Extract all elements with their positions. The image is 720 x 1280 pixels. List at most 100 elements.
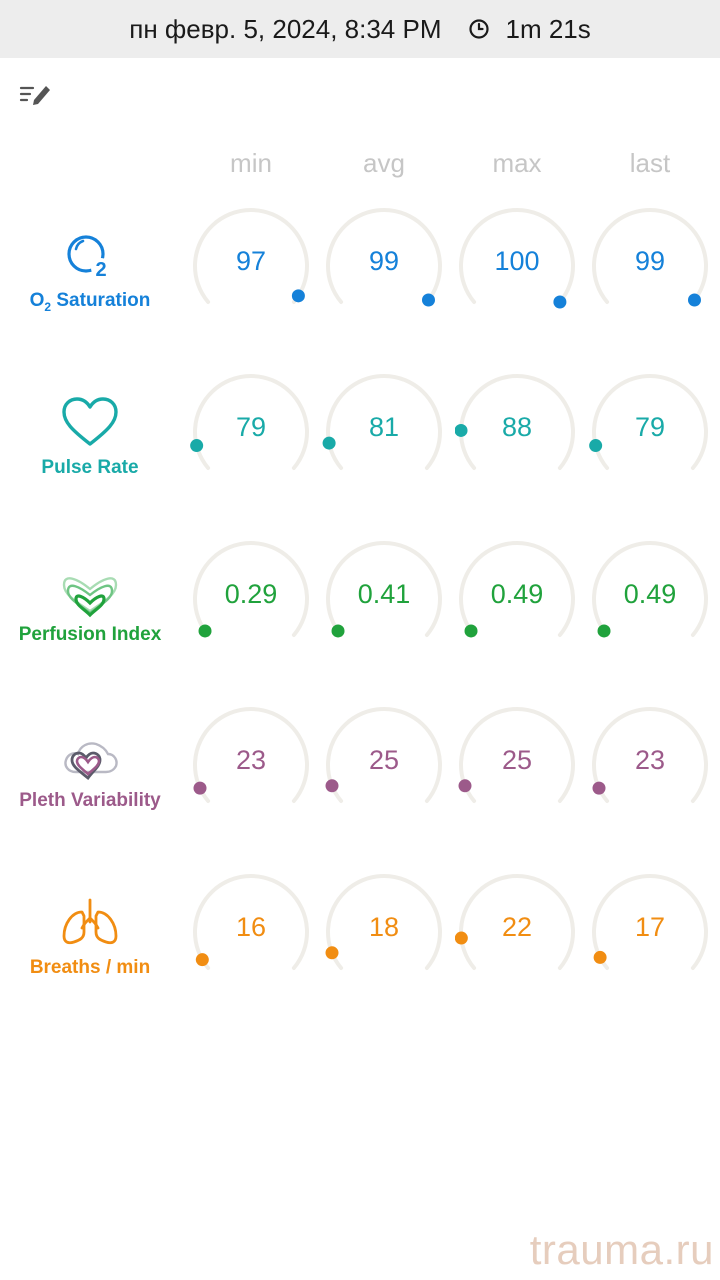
gauge-rr-avg: 18 <box>322 870 446 994</box>
gauge-spo2-max: 100 <box>455 204 579 328</box>
lungs-icon <box>58 892 122 956</box>
gauge-pi-max: 0.49 <box>455 537 579 661</box>
session-datetime: пн февр. 5, 2024, 8:34 PM <box>129 13 442 44</box>
gauge-arc <box>326 208 442 307</box>
gauge-arc <box>325 707 442 803</box>
gauge-indicator-dot <box>198 624 212 638</box>
metric-label-pr: Pulse Rate <box>41 457 139 478</box>
session-duration: 1m 21s <box>505 13 591 44</box>
gauge-indicator-dot <box>190 439 204 453</box>
gauge-indicator-dot <box>593 950 607 964</box>
gauge-arc <box>592 874 708 970</box>
column-header-avg: avg <box>363 148 405 178</box>
gauge-indicator-dot <box>331 624 345 638</box>
gauge-indicator-dot <box>455 931 468 945</box>
metric-label-rr: Breaths / min <box>29 957 151 978</box>
gauge-arc <box>592 208 708 307</box>
gauge-arc <box>459 541 575 638</box>
gauge-pvi-min: 23 <box>189 703 313 827</box>
gauge-pr-min: 79 <box>189 370 313 494</box>
gauge-value: 22 <box>501 912 533 942</box>
gauge-spo2-avg: 99 <box>322 204 446 328</box>
gauge-value: 99 <box>368 246 400 276</box>
gauge-arc <box>322 374 442 470</box>
gauge-value: 97 <box>235 246 267 276</box>
column-header-last: last <box>629 148 671 178</box>
gauge-arc <box>193 707 309 803</box>
gauge-arc <box>589 374 708 470</box>
gauge-indicator-dot <box>458 779 472 793</box>
gauge-value: 23 <box>235 745 267 775</box>
gauge-value: 16 <box>235 912 267 942</box>
gauge-rr-max: 22 <box>455 870 579 994</box>
gauge-arc <box>193 874 309 970</box>
gauge-value: 99 <box>634 246 666 276</box>
gauge-value: 0.49 <box>490 579 544 609</box>
gauge-value: 100 <box>494 246 540 276</box>
gauge-value: 17 <box>634 912 666 942</box>
gauge-pvi-max: 25 <box>455 703 579 827</box>
gauge-value: 0.29 <box>224 579 278 609</box>
metric-label-spo2: O2 Saturation <box>29 290 151 314</box>
gauge-value: 0.41 <box>357 579 411 609</box>
gauge-indicator-dot <box>421 293 435 307</box>
gauge-indicator-dot <box>597 624 611 638</box>
gauge-value: 79 <box>634 412 666 442</box>
gauge-pvi-last: 23 <box>588 703 712 827</box>
gauge-spo2-min: 97 <box>189 204 313 328</box>
clock-icon <box>468 18 490 40</box>
watermark: trauma.ru <box>529 1226 714 1273</box>
gauge-indicator-dot <box>687 293 701 307</box>
gauge-spo2-last: 99 <box>588 204 712 328</box>
gauge-indicator-dot <box>589 439 603 453</box>
gauge-arc <box>190 374 309 470</box>
gauge-indicator-dot <box>325 946 339 960</box>
edit-list-button[interactable] <box>16 76 56 110</box>
gauge-indicator-dot <box>592 781 606 795</box>
gauge-arc <box>459 208 575 309</box>
gauge-pi-min: 0.29 <box>189 537 313 661</box>
gauge-value: 0.49 <box>623 579 677 609</box>
gauge-indicator-dot <box>322 436 336 450</box>
gauge-arc <box>325 874 442 970</box>
gauge-value: 81 <box>368 412 400 442</box>
heart-icon <box>58 392 122 456</box>
gauge-value: 23 <box>634 745 666 775</box>
gauge-indicator-dot <box>553 295 567 309</box>
gauge-indicator-dot <box>195 953 209 967</box>
column-header-max: max <box>492 148 542 178</box>
gauge-rr-last: 17 <box>588 870 712 994</box>
edit-list-icon <box>19 86 50 105</box>
gauge-pr-last: 79 <box>588 370 712 494</box>
metric-label-pvi: Pleth Variability <box>19 790 161 811</box>
gauge-value: 25 <box>368 745 400 775</box>
gauge-arc <box>592 707 708 803</box>
gauge-indicator-dot <box>291 289 305 303</box>
gauge-indicator-dot <box>193 781 207 795</box>
metric-label-pi: Perfusion Index <box>18 624 162 645</box>
gauge-arc <box>458 707 575 803</box>
gauge-pi-avg: 0.41 <box>322 537 446 661</box>
pleth-icon <box>58 726 122 790</box>
o2-icon: 2 <box>58 226 122 290</box>
gauge-pr-max: 88 <box>455 370 579 494</box>
gauge-arc <box>326 541 442 638</box>
gauge-pvi-avg: 25 <box>322 703 446 827</box>
gauge-indicator-dot <box>325 779 339 793</box>
gauge-arc <box>193 208 309 304</box>
gauge-pi-last: 0.49 <box>588 537 712 661</box>
gauge-indicator-dot <box>464 624 478 638</box>
gauge-arc <box>455 374 575 470</box>
gauge-arc <box>592 541 708 638</box>
gauge-value: 79 <box>235 412 267 442</box>
status-bar: пн февр. 5, 2024, 8:34 PM 1m 21s <box>0 0 720 58</box>
gauge-value: 88 <box>501 412 533 442</box>
gauge-indicator-dot <box>455 423 468 437</box>
gauge-value: 18 <box>368 912 400 942</box>
svg-text:2: 2 <box>95 259 106 281</box>
gauge-arc <box>455 874 575 970</box>
gauge-value: 25 <box>501 745 533 775</box>
gauge-rr-min: 16 <box>189 870 313 994</box>
gauge-pr-avg: 81 <box>322 370 446 494</box>
gauge-arc <box>193 541 309 638</box>
